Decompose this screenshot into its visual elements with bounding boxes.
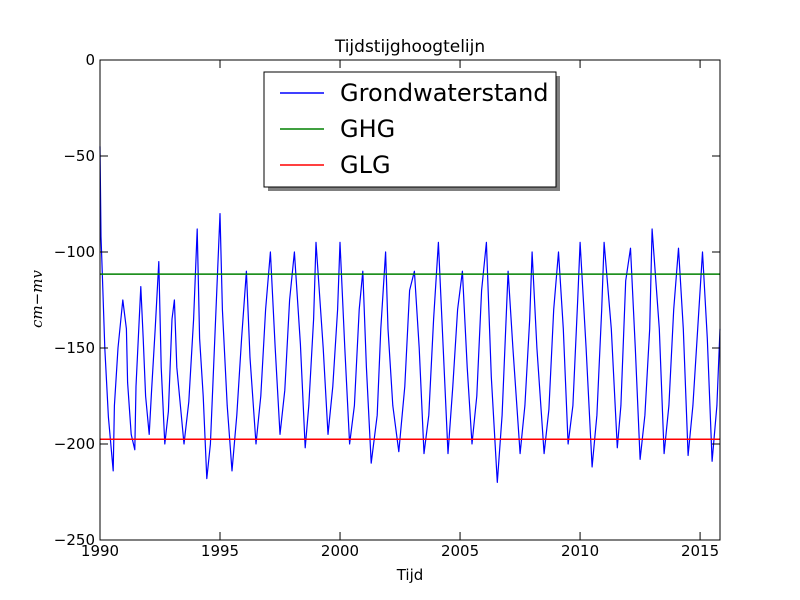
x-tick-label: 1990 [81,542,119,560]
series-line-grondwaterstand [99,146,721,483]
y-axis-label: cm−mv [28,270,46,328]
y-tick-label: −250 [54,531,95,549]
legend-label-ghg: GHG [340,115,395,143]
plot-frame [99,59,721,541]
y-tick-label: −150 [54,339,95,357]
y-tick-label: −50 [63,147,95,165]
legend-label-glg: GLG [340,151,391,179]
y-tick-label: −200 [54,435,95,453]
x-axis-label: Tijd [396,566,424,584]
plot-area: 1990 1995 2000 2005 2010 2015 0 −50 −100 −150 −200… [54,51,721,560]
x-tick-label: 2000 [321,542,359,560]
x-tick-label: 2005 [441,542,479,560]
x-tick-label: 2015 [681,542,719,560]
x-tick-label: 1995 [201,542,239,560]
y-tick-label: −100 [54,243,95,261]
x-tick-label: 2010 [561,542,599,560]
legend: Grondwaterstand GHG GLG [263,71,560,191]
chart-title: Tijdstijghoogtelijn [334,37,485,57]
y-tick-label: 0 [85,51,95,69]
legend-label-grondwaterstand: Grondwaterstand [340,79,549,107]
